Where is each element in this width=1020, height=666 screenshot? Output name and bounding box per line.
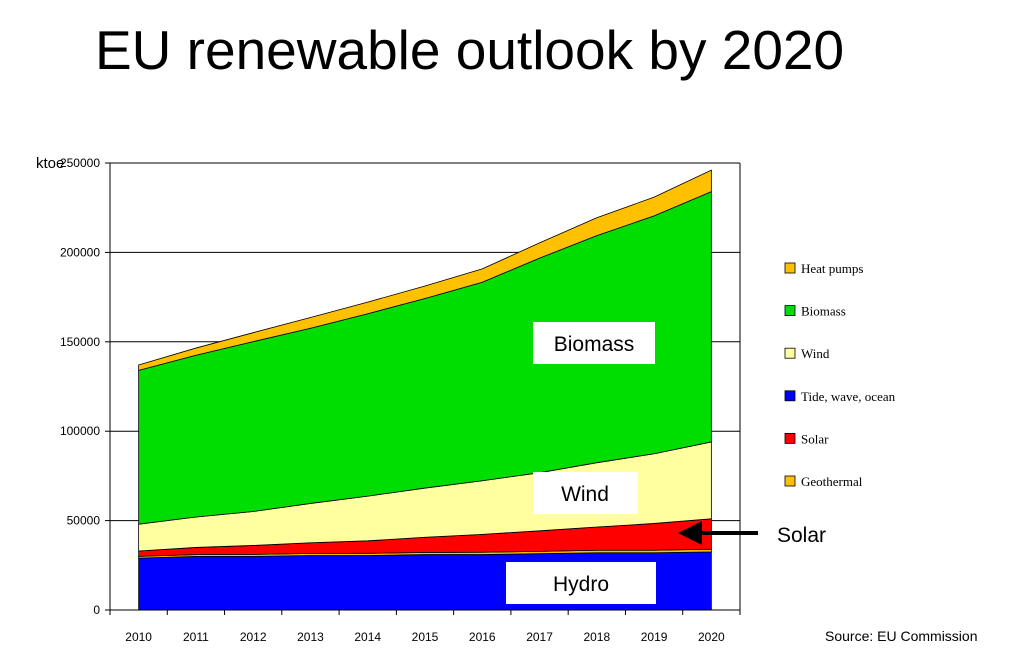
chart-title: EU renewable outlook by 2020 (95, 19, 845, 81)
solar-arrow (678, 521, 758, 545)
x-tick-label: 2014 (354, 630, 381, 644)
legend-label: Biomass (801, 304, 846, 319)
wind-label-box (533, 472, 638, 514)
legend-swatch (784, 475, 796, 487)
axes (109, 163, 741, 611)
legend-label: Geothermal (801, 474, 863, 489)
wind-label: Wind (561, 483, 609, 506)
y-tick-label: 200000 (60, 245, 100, 259)
y-axis-label: ktoe (36, 155, 64, 172)
x-tick-label: 2016 (469, 630, 496, 644)
legend-swatch (784, 432, 796, 444)
legend-label: Tide, wave, ocean (801, 389, 896, 404)
y-tick-label: 0 (93, 603, 100, 617)
biomass-label-box (533, 322, 655, 364)
x-tick-label: 2015 (412, 630, 439, 644)
hydro-label-box (506, 562, 656, 604)
y-tick-label: 100000 (60, 424, 100, 438)
legend-swatch (784, 347, 796, 359)
legend-label: Heat pumps (801, 261, 863, 276)
area-heat-pumps (138, 169, 712, 371)
x-tick-label: 2019 (641, 630, 668, 644)
legend-label: Solar (801, 431, 829, 446)
x-tick-label: 2013 (297, 630, 324, 644)
legend: Heat pumps Biomass Wind Tide, wave, ocean So… (784, 261, 896, 489)
y-tick-label: 250000 (60, 156, 100, 170)
legend-swatch (784, 305, 796, 317)
x-tick-labels: 2010 2011 2012 2013 2014 2015 2016 2017 2018 2019… (109, 610, 741, 644)
x-tick-label: 2020 (698, 630, 725, 644)
x-tick-label: 2010 (125, 630, 152, 644)
x-tick-label: 2012 (240, 630, 267, 644)
legend-swatch (784, 390, 796, 402)
legend-swatch (784, 262, 796, 274)
hydro-label: Hydro (553, 573, 609, 596)
y-tick-labels: 0 50000 100000 150000 200000 250000 (60, 156, 110, 617)
area-labels: Biomass Wind Hydro (506, 322, 656, 604)
solar-arrow-label: Solar (777, 524, 826, 547)
biomass-label: Biomass (554, 333, 635, 356)
legend-label: Wind (801, 346, 830, 361)
x-tick-label: 2011 (183, 630, 209, 644)
source-note: Source: EU Commission (825, 628, 978, 644)
x-tick-label: 2017 (526, 630, 553, 644)
y-tick-label: 50000 (67, 514, 101, 528)
x-tick-label: 2018 (583, 630, 610, 644)
y-tick-label: 150000 (60, 335, 100, 349)
